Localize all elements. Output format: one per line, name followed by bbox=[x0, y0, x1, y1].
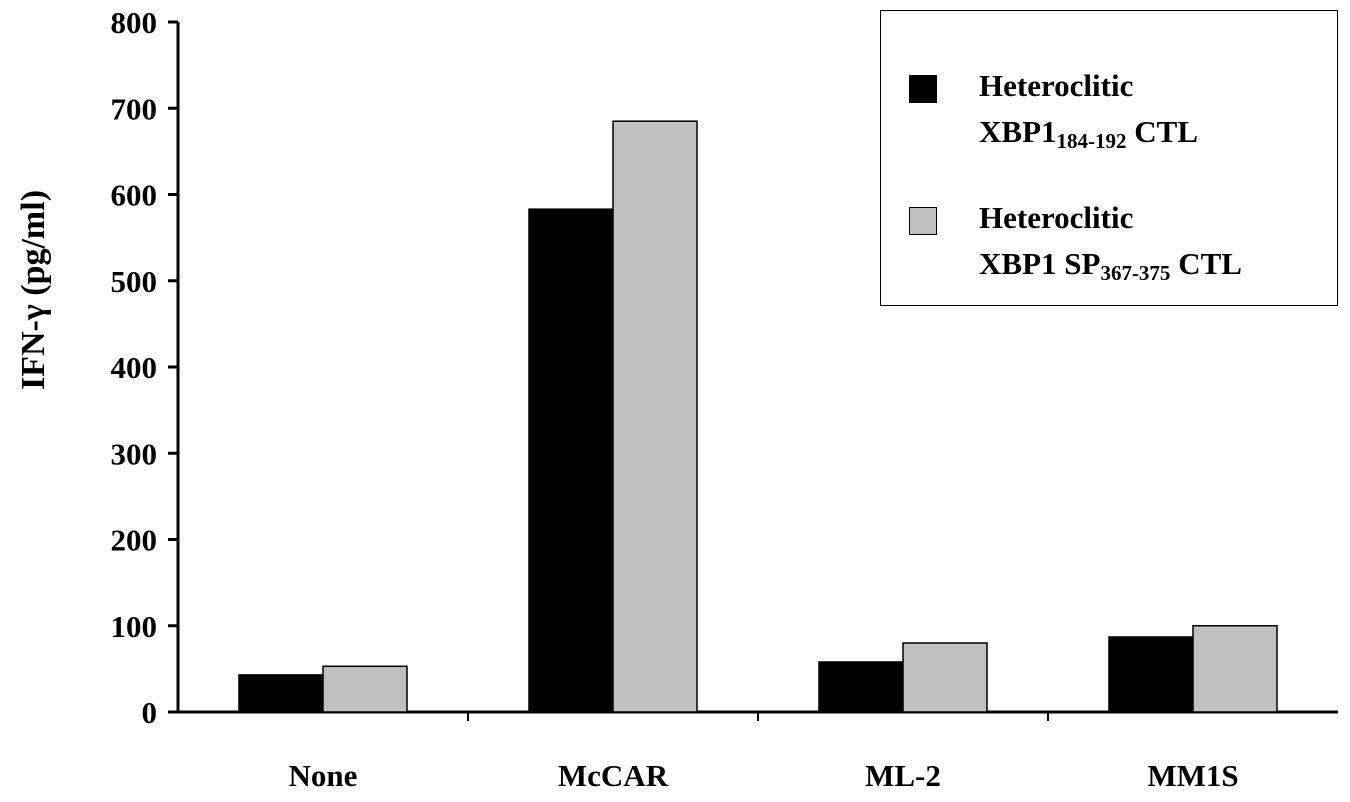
bar-mccar-series-1 bbox=[528, 208, 614, 713]
y-axis-label-group: IFN-γ (pg/ml) bbox=[15, 190, 52, 390]
x-tick-label-mm1s: MM1S bbox=[1147, 758, 1238, 793]
y-tick-label: 500 bbox=[111, 264, 158, 299]
y-tick-label: 400 bbox=[111, 350, 158, 385]
x-tick-label-mccar: McCAR bbox=[558, 758, 669, 793]
y-tick-label: 0 bbox=[142, 695, 158, 730]
legend-label-series-2: Heteroclitic XBP1 SP367-375 CTL bbox=[979, 200, 1242, 285]
bar-ml-2-series-2 bbox=[902, 642, 988, 713]
y-tick-label: 700 bbox=[111, 91, 158, 126]
x-tick-label-ml-2: ML-2 bbox=[865, 758, 941, 793]
legend: Heteroclitic XBP1184-192 CTL Heterocliti… bbox=[880, 10, 1338, 306]
x-tick-labels: None McCAR ML-2 MM1S bbox=[289, 758, 1239, 793]
bar-none-series-2 bbox=[322, 665, 408, 713]
y-tick-label: 200 bbox=[111, 523, 158, 558]
bar-mccar-series-2 bbox=[612, 120, 698, 713]
bars bbox=[238, 120, 1278, 713]
bar-ml-2-series-1 bbox=[818, 661, 904, 713]
x-tick-label-none: None bbox=[289, 758, 358, 793]
y-tick-label: 800 bbox=[111, 5, 158, 40]
legend-label-series-1: Heteroclitic XBP1184-192 CTL bbox=[979, 68, 1198, 153]
y-tick-label: 600 bbox=[111, 178, 158, 213]
y-ticks: 0 100 200 300 400 500 600 700 800 bbox=[111, 5, 178, 730]
legend-swatch-gray bbox=[909, 207, 937, 235]
y-tick-label: 100 bbox=[111, 609, 158, 644]
y-tick-label: 300 bbox=[111, 436, 158, 471]
legend-swatch-black bbox=[909, 75, 937, 103]
y-axis-label: IFN-γ (pg/ml) bbox=[15, 190, 52, 390]
bar-none-series-1 bbox=[238, 674, 324, 713]
bar-mm1s-series-2 bbox=[1192, 625, 1278, 713]
bar-mm1s-series-1 bbox=[1108, 636, 1194, 713]
